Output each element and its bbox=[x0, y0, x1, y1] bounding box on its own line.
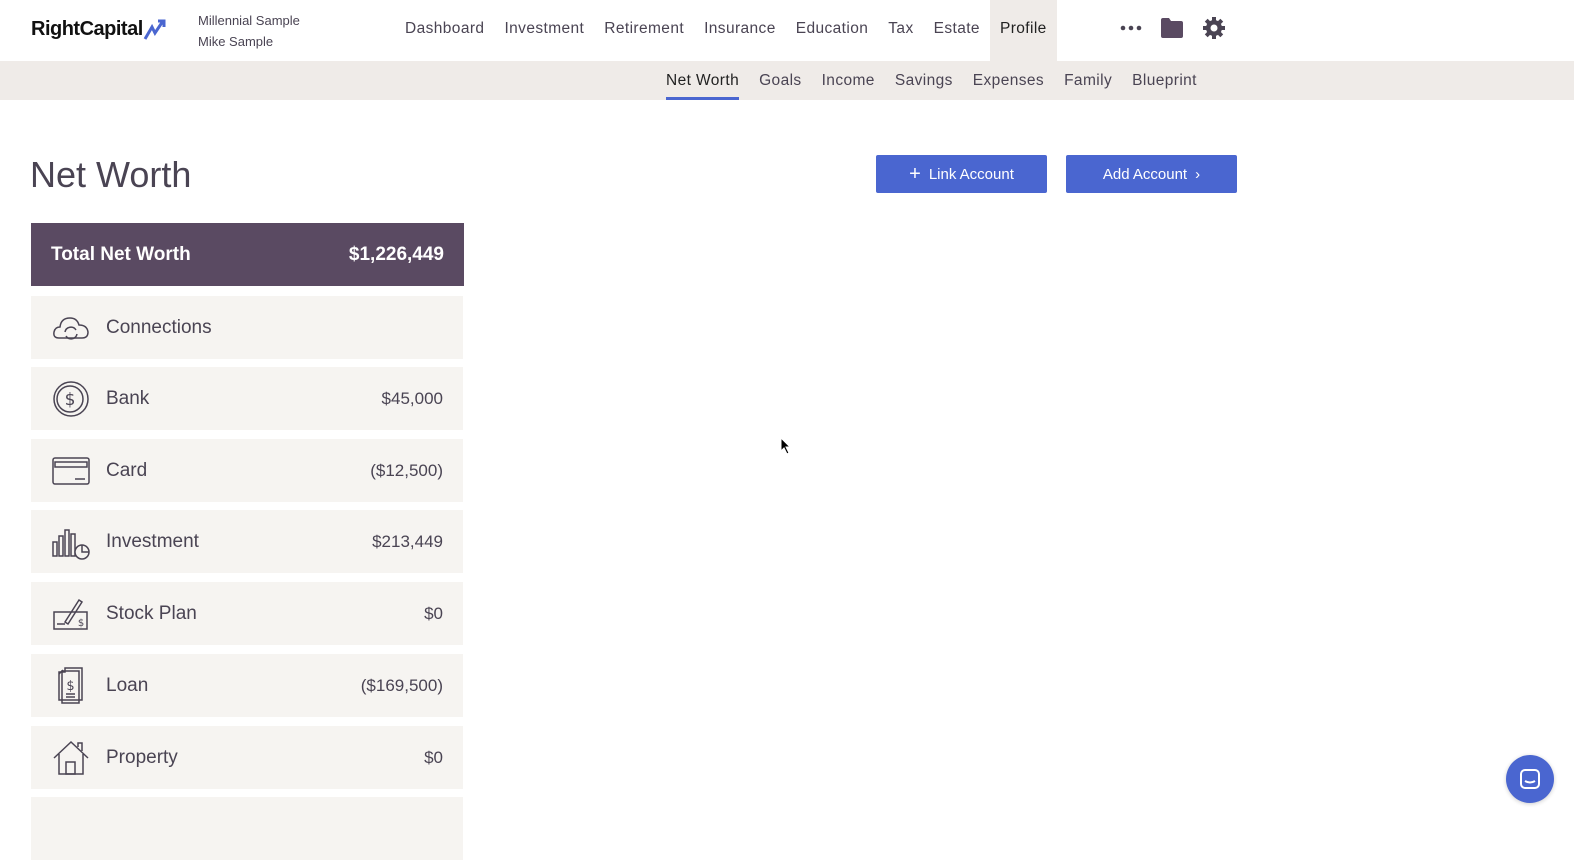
category-label: Connections bbox=[106, 316, 212, 338]
total-net-worth: Total Net Worth $1,226,449 bbox=[31, 223, 464, 286]
nav-profile[interactable]: Profile bbox=[989, 0, 1057, 61]
category-value: ($169,500) bbox=[360, 675, 443, 695]
logo-text: RightCapital bbox=[31, 17, 143, 40]
link-account-button[interactable]: + Link Account bbox=[876, 155, 1047, 193]
nav-tax[interactable]: Tax bbox=[888, 20, 914, 37]
svg-text:$: $ bbox=[65, 390, 76, 410]
svg-text:$: $ bbox=[66, 679, 74, 694]
category-investment[interactable]: Investment $213,449 bbox=[31, 510, 463, 573]
chevron-right-icon: › bbox=[1195, 165, 1201, 183]
category-label: Investment bbox=[106, 530, 199, 552]
more-icon[interactable] bbox=[1120, 25, 1142, 31]
cloud-sync-icon bbox=[53, 316, 89, 340]
category-property[interactable]: Property $0 bbox=[31, 726, 463, 789]
category-bank[interactable]: $ Bank $45,000 bbox=[31, 367, 463, 430]
dollar-coin-icon: $ bbox=[53, 380, 89, 417]
nav-investment[interactable]: Investment bbox=[504, 20, 585, 37]
credit-card-icon bbox=[52, 456, 90, 485]
household-name: Millennial Sample bbox=[198, 13, 300, 28]
folder-icon[interactable] bbox=[1160, 17, 1184, 39]
category-value: $0 bbox=[424, 747, 443, 767]
chat-launcher-button[interactable] bbox=[1506, 755, 1554, 803]
link-account-label: Link Account bbox=[928, 165, 1014, 183]
tab-expenses[interactable]: Expenses bbox=[972, 72, 1045, 89]
category-value: $45,000 bbox=[381, 388, 443, 408]
rightcapital-logo[interactable]: RightCapital bbox=[31, 17, 169, 41]
nav-insurance[interactable]: Insurance bbox=[704, 20, 776, 37]
nav-estate[interactable]: Estate bbox=[933, 20, 980, 37]
logo-arrow-icon bbox=[143, 19, 166, 40]
nav-dashboard[interactable]: Dashboard bbox=[405, 20, 485, 37]
bar-chart-pie-icon bbox=[52, 528, 90, 560]
add-account-label: Add Account bbox=[1102, 165, 1188, 183]
category-label: Property bbox=[106, 746, 178, 768]
nav-education[interactable]: Education bbox=[795, 20, 869, 37]
nav-retirement[interactable]: Retirement bbox=[604, 20, 685, 37]
person-name: Mike Sample bbox=[198, 34, 274, 49]
category-label: Card bbox=[106, 459, 148, 481]
house-icon bbox=[53, 740, 89, 775]
tab-income[interactable]: Income bbox=[821, 72, 875, 89]
category-label: Loan bbox=[106, 674, 149, 696]
category-value: $213,449 bbox=[372, 531, 443, 551]
category-stock-plan[interactable]: $ Stock Plan $0 bbox=[31, 582, 463, 645]
category-label: Stock Plan bbox=[106, 602, 197, 624]
main-nav: Dashboard Investment Retirement Insuranc… bbox=[395, 0, 1057, 61]
total-label: Total Net Worth bbox=[51, 243, 191, 265]
sub-nav-bar: Net Worth Goals Income Savings Expenses … bbox=[0, 61, 1574, 100]
tab-net-worth[interactable]: Net Worth bbox=[656, 61, 749, 100]
tab-savings[interactable]: Savings bbox=[894, 72, 953, 89]
category-card[interactable]: Card ($12,500) bbox=[31, 439, 463, 502]
category-value: ($12,500) bbox=[370, 460, 443, 480]
loan-document-icon: $ bbox=[58, 666, 83, 704]
svg-text:$: $ bbox=[78, 618, 84, 629]
category-more[interactable] bbox=[31, 797, 463, 860]
tab-blueprint[interactable]: Blueprint bbox=[1132, 72, 1197, 89]
total-value: $1,226,449 bbox=[348, 243, 444, 265]
mouse-cursor-icon bbox=[780, 437, 792, 455]
page-title: Net Worth bbox=[30, 154, 192, 195]
gear-icon[interactable] bbox=[1202, 16, 1226, 40]
tab-goals[interactable]: Goals bbox=[759, 72, 802, 89]
category-value: $0 bbox=[424, 603, 443, 623]
add-account-button[interactable]: Add Account › bbox=[1066, 155, 1237, 193]
check-signature-icon: $ bbox=[53, 598, 88, 630]
client-info[interactable]: Millennial Sample Mike Sample bbox=[198, 10, 300, 52]
chat-icon bbox=[1520, 769, 1540, 789]
tab-family[interactable]: Family bbox=[1064, 72, 1113, 89]
top-header: RightCapital Millennial Sample Mike Samp… bbox=[0, 0, 1574, 61]
category-label: Bank bbox=[106, 387, 150, 409]
plus-icon: + bbox=[909, 162, 921, 185]
category-loan[interactable]: $ Loan ($169,500) bbox=[31, 654, 463, 717]
category-connections[interactable]: Connections bbox=[31, 296, 463, 359]
